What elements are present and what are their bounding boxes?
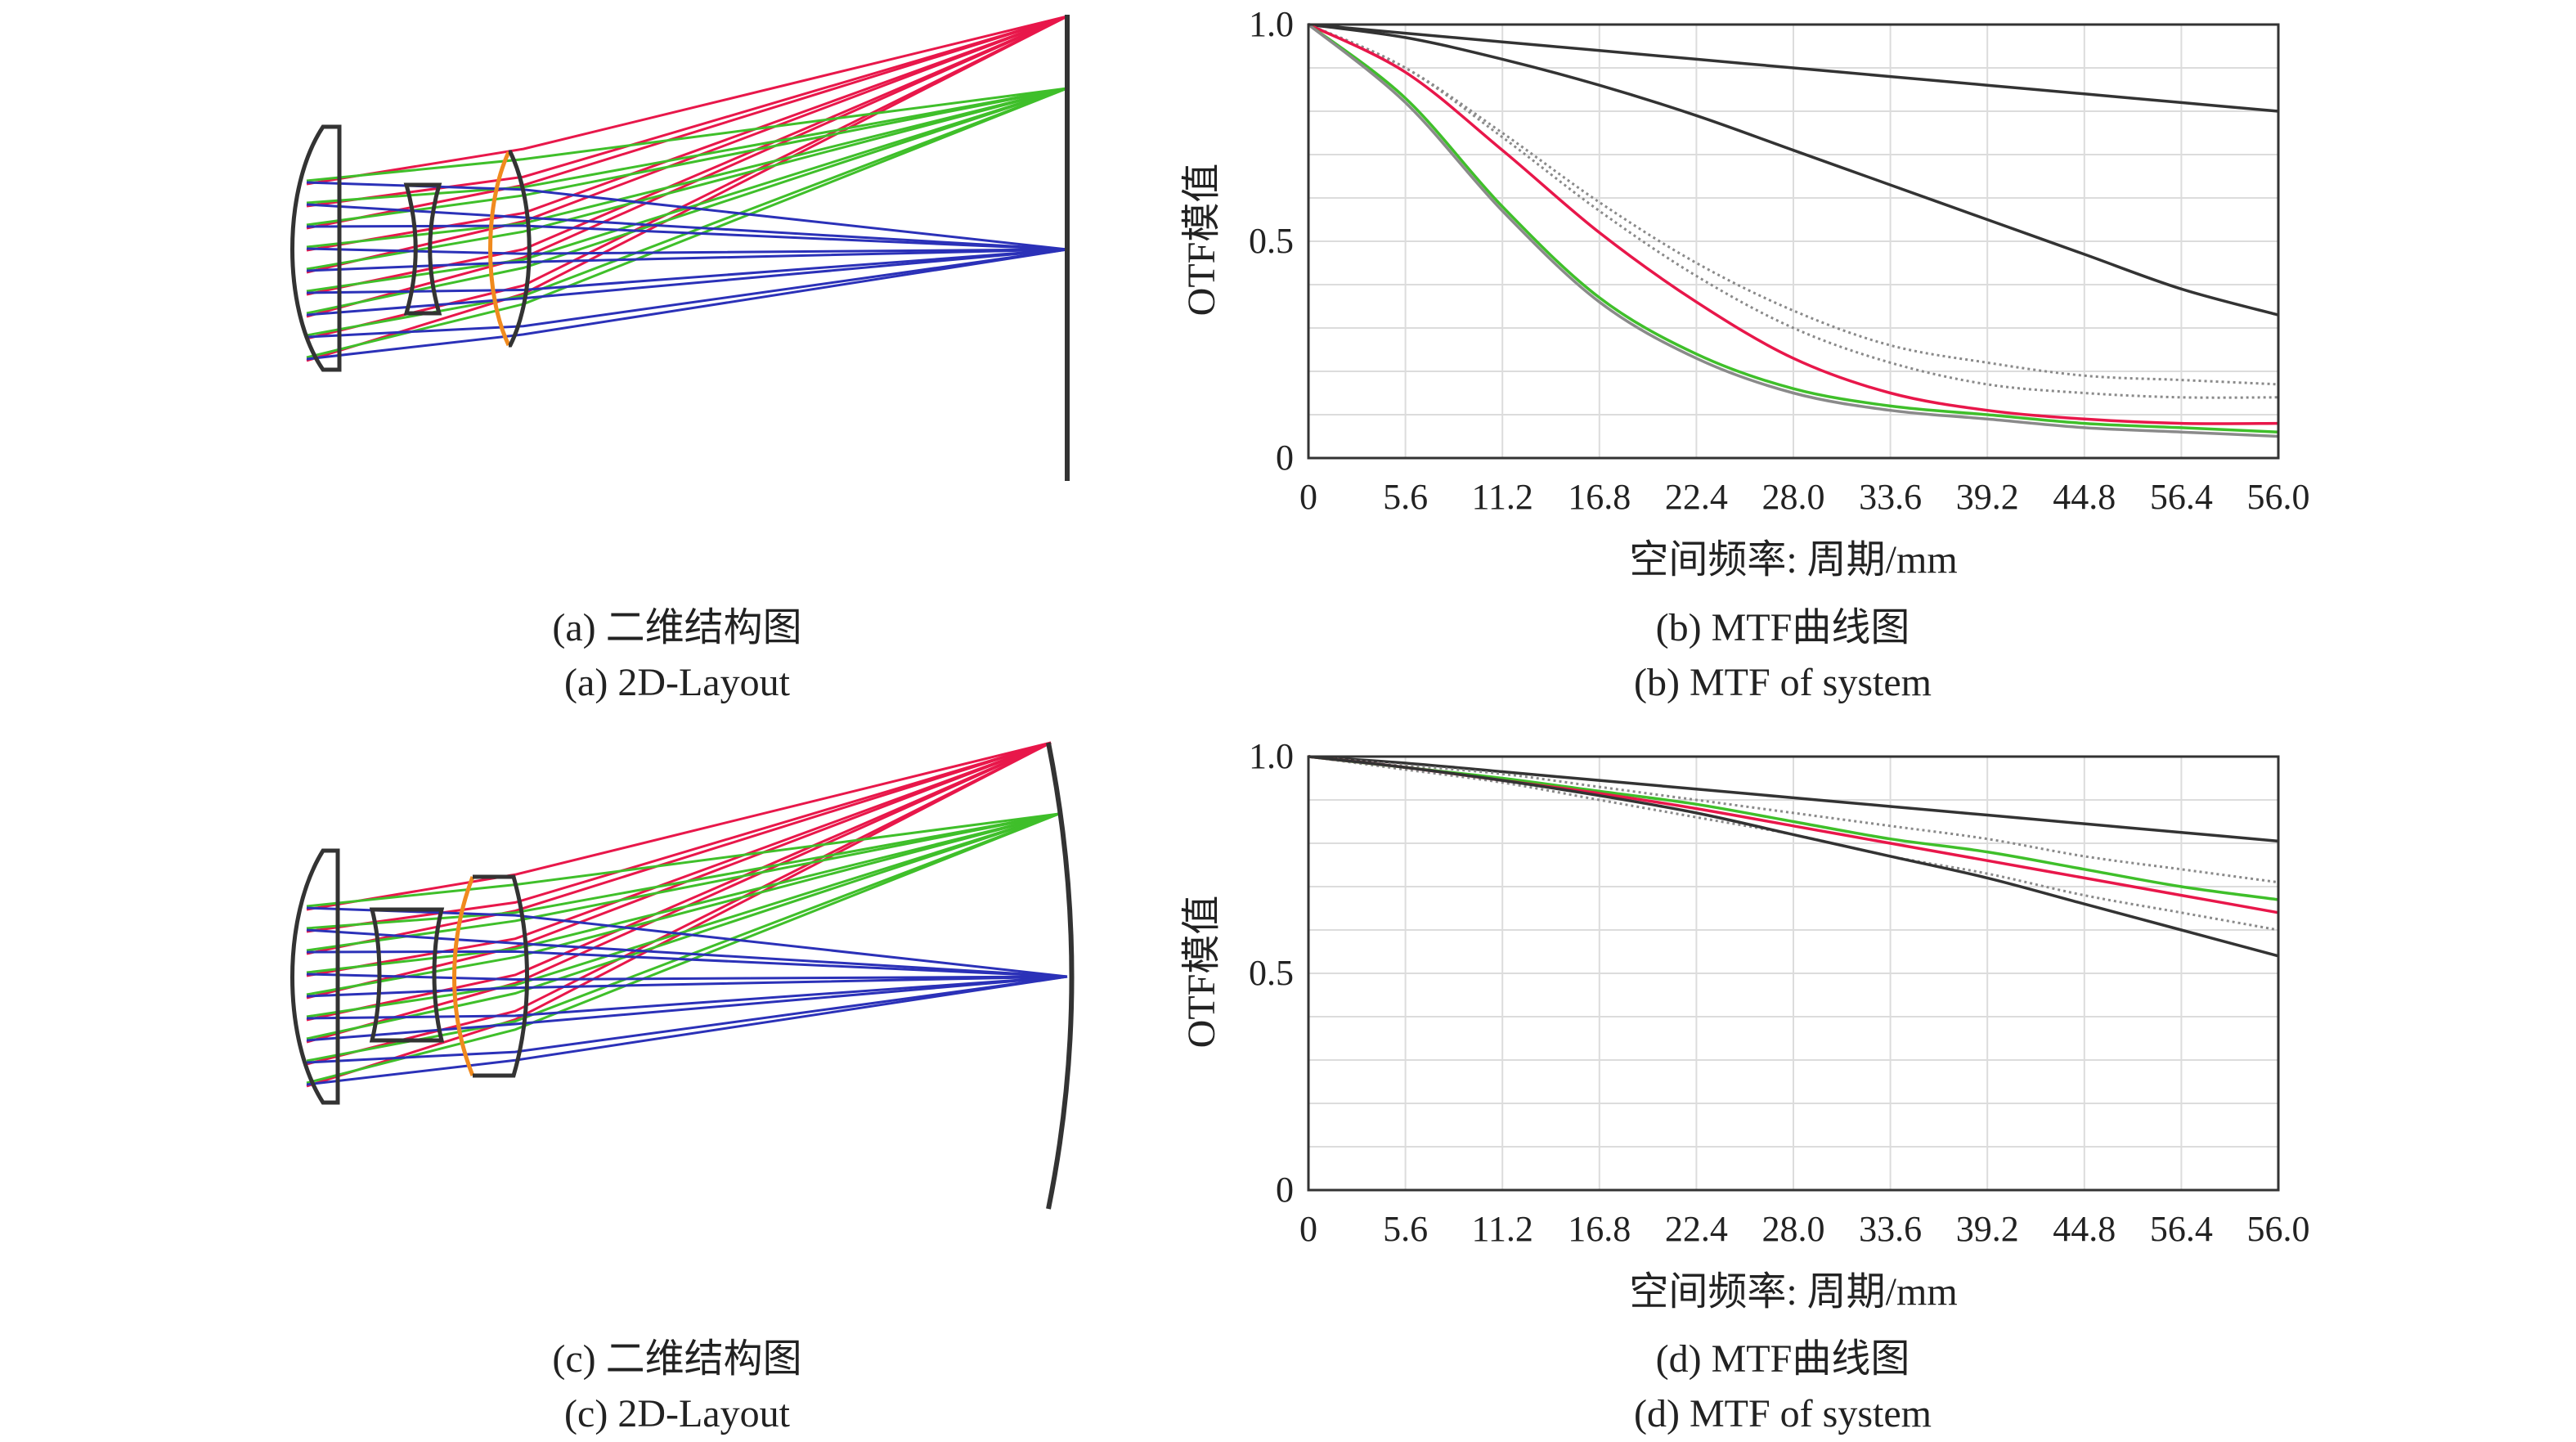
plot-frame xyxy=(1307,23,2280,460)
mtf-series-line-2 xyxy=(1308,23,2279,317)
mtf-series-line-1 xyxy=(1308,23,2279,113)
lens-element-3-outline xyxy=(508,150,532,348)
x-tick-label: 22.4 xyxy=(1665,477,1728,517)
ray-green xyxy=(306,812,1060,908)
x-tick-label: 33.6 xyxy=(1859,1209,1922,1249)
mtf-series-line-5 xyxy=(1308,23,2279,425)
ray-blue xyxy=(306,203,1068,251)
ray-green xyxy=(306,87,1068,271)
ray-bundle-c xyxy=(306,741,1068,1088)
y-tick-label: 0.5 xyxy=(1249,953,1294,993)
mtf-series-line-3 xyxy=(1308,23,2279,386)
ray-blue xyxy=(306,224,1068,251)
image-plane-c xyxy=(1046,742,1075,1210)
x-tick-label: 11.2 xyxy=(1472,477,1533,517)
ray-blue xyxy=(306,975,1068,1064)
x-tick-label: 16.8 xyxy=(1568,477,1631,517)
caption-c-cn: (c) 二维结构图 xyxy=(552,1337,801,1381)
ray-green xyxy=(306,812,1060,974)
x-tick-label: 22.4 xyxy=(1665,1209,1728,1249)
y-tick-label: 0 xyxy=(1276,438,1294,478)
mtf-series-line-6 xyxy=(1308,755,2279,958)
ray-blue xyxy=(306,975,1068,1042)
y-tick-label: 1.0 xyxy=(1249,4,1294,44)
ray-red xyxy=(306,15,1068,230)
x-tick-label: 44.8 xyxy=(2053,1209,2116,1249)
y-tick-label: 0 xyxy=(1276,1170,1294,1210)
x-tick-label: 39.2 xyxy=(1956,477,2019,517)
ray-blue xyxy=(306,248,1068,272)
lens-element-2 xyxy=(369,907,445,1043)
mtf-chart-d: 0 5.6 11.2 16.8 22.4 28.0 33.6 39.2 44.8 56.4 56.0… xyxy=(1180,736,2310,1314)
ray-green xyxy=(306,87,1068,315)
ray-green xyxy=(306,87,1068,182)
mtf-series-line-7 xyxy=(1307,23,2279,438)
x-tick-label: 33.6 xyxy=(1859,477,1922,517)
x-tick-label: 0 xyxy=(1299,477,1317,517)
ray-blue xyxy=(306,248,1068,294)
ray-blue xyxy=(306,975,1068,998)
caption-c-en: (c) 2D-Layout xyxy=(564,1392,791,1435)
lens-element-1 xyxy=(290,124,342,372)
lens-element-3 xyxy=(452,876,475,1076)
ray-blue xyxy=(306,247,1068,255)
caption-d-cn: (d) MTF曲线图 xyxy=(1656,1337,1910,1381)
plot-frame xyxy=(1307,755,2280,1192)
lens-element-1 xyxy=(290,848,340,1105)
ray-blue xyxy=(306,975,1068,1086)
caption-b-en: (b) MTF of system xyxy=(1634,661,1932,704)
mtf-series-line-2 xyxy=(1308,755,2279,884)
ray-green xyxy=(306,812,1060,1085)
y-axis-title: OTF模值 xyxy=(1180,896,1223,1049)
ray-green xyxy=(306,87,1068,337)
x-tick-label: 28.0 xyxy=(1762,477,1825,517)
mtf-series-line-1 xyxy=(1308,755,2279,843)
x-tick-label: 5.6 xyxy=(1383,1209,1428,1249)
ray-red xyxy=(306,741,1052,955)
ray-green xyxy=(306,812,1060,1062)
x-axis-title: 空间频率: 周期/mm xyxy=(1629,538,1957,582)
ray-blue xyxy=(306,906,1068,978)
ray-blue xyxy=(306,248,1068,339)
x-tick-label: 11.2 xyxy=(1472,1209,1533,1249)
x-tick-label: 44.8 xyxy=(2053,477,2116,517)
ray-blue xyxy=(306,975,1068,1020)
x-tick-label: 5.6 xyxy=(1383,477,1428,517)
mtf-series-line-6 xyxy=(1307,23,2279,433)
layout-diagram-a xyxy=(290,15,1070,481)
caption-a-cn: (a) 二维结构图 xyxy=(552,606,801,649)
caption-d-en: (d) MTF of system xyxy=(1634,1392,1932,1435)
ray-blue xyxy=(306,248,1068,361)
caption-b-cn: (b) MTF曲线图 xyxy=(1656,606,1910,649)
y-axis-title: OTF模值 xyxy=(1180,164,1223,317)
ray-blue xyxy=(306,973,1068,982)
lens-element-3-outline xyxy=(473,874,529,1078)
ray-red xyxy=(306,15,1068,296)
x-tick-label: 0 xyxy=(1299,1209,1317,1249)
ray-green xyxy=(306,87,1068,293)
ray-red xyxy=(306,15,1068,186)
x-tick-label: 56.4 xyxy=(2150,477,2213,517)
y-tick-label: 1.0 xyxy=(1249,736,1294,776)
x-tick-label: 28.0 xyxy=(1762,1209,1825,1249)
layout-diagram-c xyxy=(290,741,1075,1210)
x-tick-label: 56.0 xyxy=(2247,1209,2310,1249)
ray-blue xyxy=(306,950,1068,978)
x-tick-label: 39.2 xyxy=(1956,1209,2019,1249)
lens-element-3 xyxy=(488,150,511,347)
ray-red xyxy=(306,15,1068,252)
ray-green xyxy=(306,812,1060,996)
ray-red xyxy=(306,15,1068,208)
lens-element-2 xyxy=(403,182,442,316)
x-tick-label: 16.8 xyxy=(1568,1209,1631,1249)
x-tick-label: 56.4 xyxy=(2150,1209,2213,1249)
x-axis-title: 空间频率: 周期/mm xyxy=(1629,1270,1957,1314)
caption-a-en: (a) 2D-Layout xyxy=(564,661,791,704)
x-tick-label: 56.0 xyxy=(2247,477,2310,517)
y-tick-label: 0.5 xyxy=(1249,221,1294,261)
ray-green xyxy=(306,87,1068,249)
mtf-chart-b: 0 5.6 11.2 16.8 22.4 28.0 33.6 39.2 44.8 56.4 56.0… xyxy=(1180,4,2310,582)
ray-bundle-a xyxy=(306,15,1068,362)
